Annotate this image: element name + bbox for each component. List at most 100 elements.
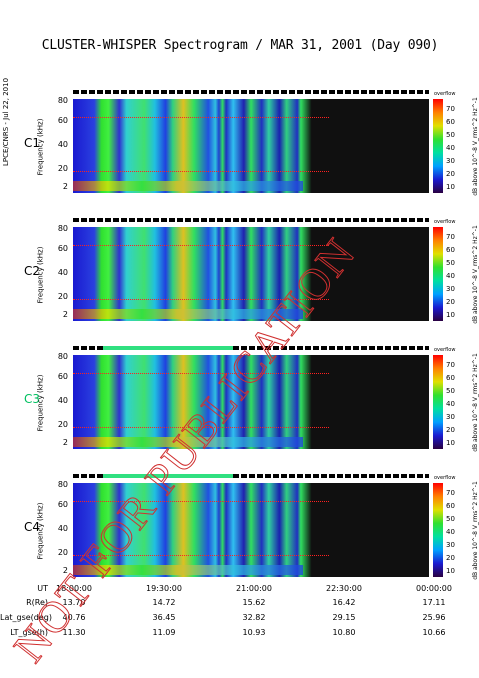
panel-label: C1 (24, 136, 41, 150)
y-tick-label: 40 (57, 140, 68, 149)
reference-line (73, 171, 329, 172)
y-tick-label: 20 (57, 548, 68, 557)
chart-title: CLUSTER-WHISPER Spectrogram / MAR 31, 20… (41, 38, 439, 53)
status-bar-green (103, 474, 233, 478)
reference-line (73, 245, 329, 246)
ephemeris-row-label: UT (37, 584, 48, 593)
status-bar-green (103, 90, 233, 94)
ephemeris-value: 25.96 (422, 613, 446, 622)
status-bar (73, 90, 429, 94)
spectrogram-image (73, 483, 429, 577)
colorbar-tick-label: 60 (446, 502, 455, 510)
colorbar-axis-label: dB above 10^-8 V_rms^2 Hz^-1 (471, 353, 479, 452)
status-bar-green (103, 346, 233, 350)
colorbar-tick-label: 30 (446, 541, 455, 549)
colorbar-tick-label: 50 (446, 515, 455, 523)
colorbar-tick-label: 50 (446, 131, 455, 139)
y-tick-label: 60 (57, 244, 68, 253)
colorbar-tick-label: 70 (446, 361, 455, 369)
ephemeris-value: 16.42 (332, 598, 356, 607)
ephemeris-value: 19:30:00 (146, 584, 182, 593)
colorbar-overflow-label: overflow (434, 91, 456, 97)
y-tick-label: 80 (57, 352, 68, 361)
panel-label: C2 (24, 264, 41, 278)
ephemeris-value: 40.76 (62, 613, 86, 622)
colorbar-tick-label: 10 (446, 439, 455, 447)
panel-label: C3 (24, 392, 41, 406)
ephemeris-value: 22:30:00 (326, 584, 362, 593)
ephemeris-value: 13.70 (62, 598, 86, 607)
colorbar (433, 483, 443, 577)
ephemeris-value: 17.11 (422, 598, 446, 607)
colorbar-tick-label: 70 (446, 233, 455, 241)
spectrogram-image (73, 355, 429, 449)
y-tick-label: 80 (57, 480, 68, 489)
colorbar-axis-label: dB above 10^-8 V_rms^2 Hz^-1 (471, 225, 479, 324)
y-tick-label: 2 (62, 438, 68, 447)
ephemeris-row-label: R(Re) (26, 598, 48, 607)
colorbar-tick-label: 40 (446, 400, 455, 408)
colorbar (433, 227, 443, 321)
y-tick-label: 80 (57, 224, 68, 233)
y-tick-label: 60 (57, 116, 68, 125)
colorbar (433, 99, 443, 193)
y-tick-label: 2 (62, 566, 68, 575)
y-tick-label: 2 (62, 310, 68, 319)
colorbar-tick-label: 30 (446, 413, 455, 421)
y-tick-label: 20 (57, 420, 68, 429)
y-tick-label: 2 (62, 182, 68, 191)
colorbar-tick-label: 70 (446, 105, 455, 113)
colorbar-axis-label: dB above 10^-8 V_rms^2 Hz^-1 (471, 481, 479, 580)
y-tick-label: 40 (57, 524, 68, 533)
ephemeris-value: 00:00:00 (416, 584, 452, 593)
ephemeris-value: 14.72 (152, 598, 176, 607)
colorbar-overflow-label: overflow (434, 347, 456, 353)
colorbar-tick-label: 70 (446, 489, 455, 497)
ephemeris-value: 36.45 (152, 613, 176, 622)
colorbar-tick-label: 20 (446, 554, 455, 562)
reference-line (73, 501, 329, 502)
colorbar (433, 355, 443, 449)
colorbar-tick-label: 20 (446, 170, 455, 178)
colorbar-tick-label: 40 (446, 144, 455, 152)
y-tick-label: 60 (57, 372, 68, 381)
colorbar-tick-label: 50 (446, 259, 455, 267)
colorbar-tick-label: 30 (446, 285, 455, 293)
ephemeris-value: 15.62 (242, 598, 266, 607)
colorbar-tick-label: 10 (446, 311, 455, 319)
ephemeris-value: 18:00:00 (56, 584, 92, 593)
colorbar-tick-label: 40 (446, 272, 455, 280)
status-bar (73, 474, 429, 478)
ephemeris-row-label: LT_gse(h) (10, 628, 48, 637)
y-tick-label: 40 (57, 396, 68, 405)
colorbar-tick-label: 60 (446, 118, 455, 126)
colorbar-tick-label: 20 (446, 426, 455, 434)
ephemeris-value: 11.09 (152, 628, 176, 637)
status-bar-green (103, 218, 233, 222)
colorbar-tick-label: 60 (446, 374, 455, 382)
low-freq-band (73, 565, 303, 575)
ephemeris-value: 10.93 (242, 628, 266, 637)
ephemeris-row-label: Lat_gse(deg) (0, 613, 52, 622)
colorbar-overflow-label: overflow (434, 475, 456, 481)
colorbar-tick-label: 10 (446, 567, 455, 575)
low-freq-band (73, 309, 303, 319)
ephemeris-value: 11.30 (62, 628, 86, 637)
ephemeris-value: 21:00:00 (236, 584, 272, 593)
ephemeris-value: 29.15 (332, 613, 356, 622)
ephemeris-value: 10.66 (422, 628, 446, 637)
colorbar-tick-label: 50 (446, 387, 455, 395)
colorbar-tick-label: 60 (446, 246, 455, 254)
colorbar-tick-label: 40 (446, 528, 455, 536)
ephemeris-value: 10.80 (332, 628, 356, 637)
status-bar (73, 218, 429, 222)
y-axis-label: Frequency (kHz) (36, 502, 45, 560)
reference-line (73, 555, 329, 556)
colorbar-tick-label: 30 (446, 157, 455, 165)
colorbar-tick-label: 20 (446, 298, 455, 306)
y-tick-label: 80 (57, 96, 68, 105)
y-axis-label: Frequency (kHz) (36, 118, 45, 176)
low-freq-band (73, 181, 303, 191)
ephemeris-value: 32.82 (242, 613, 266, 622)
reference-line (73, 117, 329, 118)
